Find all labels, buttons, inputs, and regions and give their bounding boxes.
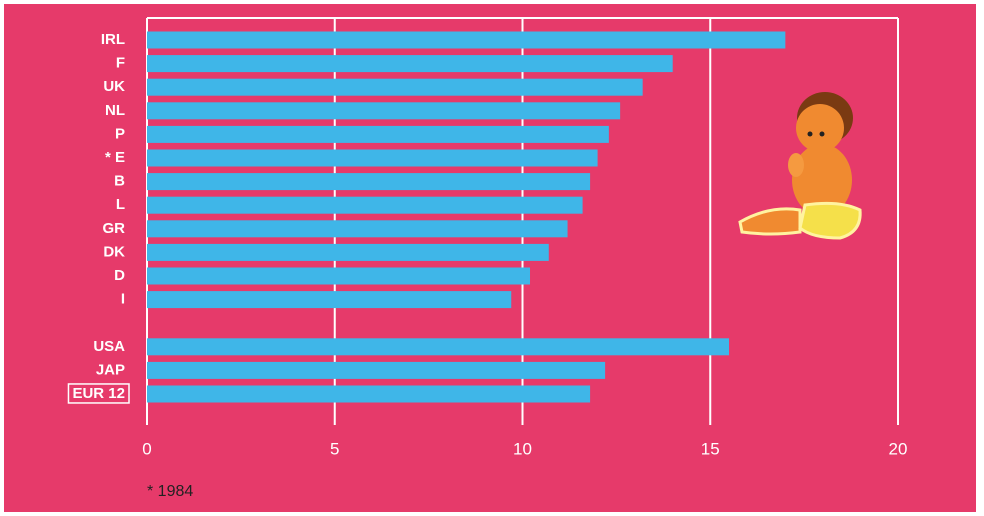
y-tick-label: EUR 12 xyxy=(72,385,125,402)
y-tick-label: * E xyxy=(105,149,125,166)
x-tick-label: 15 xyxy=(701,439,720,458)
bar xyxy=(147,55,673,73)
x-tick-label: 20 xyxy=(889,439,908,458)
bar xyxy=(147,196,583,214)
bar xyxy=(147,78,643,96)
y-tick-label: IRL xyxy=(101,31,125,48)
y-tick-label: P xyxy=(115,125,125,142)
bar xyxy=(147,31,786,49)
bar xyxy=(147,291,512,309)
bar xyxy=(147,267,531,285)
y-tick-label: DK xyxy=(103,243,125,260)
x-tick-label: 10 xyxy=(513,439,532,458)
bar xyxy=(147,385,591,403)
x-tick-label: 5 xyxy=(330,439,339,458)
y-tick-label: F xyxy=(116,55,125,72)
bar xyxy=(147,125,609,143)
y-tick-label: I xyxy=(121,291,125,308)
y-tick-label: JAP xyxy=(96,361,125,378)
y-tick-label: UK xyxy=(103,78,125,95)
y-tick-label: GR xyxy=(103,220,126,237)
footnote: * 1984 xyxy=(147,483,193,500)
label-box xyxy=(67,383,130,404)
bar xyxy=(147,102,621,120)
y-tick-label: USA xyxy=(93,338,125,355)
y-tick-label: D xyxy=(114,267,125,284)
bar xyxy=(147,243,549,261)
y-tick-label: L xyxy=(116,196,125,213)
x-tick-label: 0 xyxy=(142,439,151,458)
baby-illustration xyxy=(738,92,862,240)
bar xyxy=(147,338,730,356)
bar xyxy=(147,149,598,167)
bar xyxy=(147,173,591,191)
bar xyxy=(147,220,568,238)
bar xyxy=(147,361,606,379)
y-tick-label: B xyxy=(114,173,125,190)
y-tick-label: NL xyxy=(105,102,125,119)
